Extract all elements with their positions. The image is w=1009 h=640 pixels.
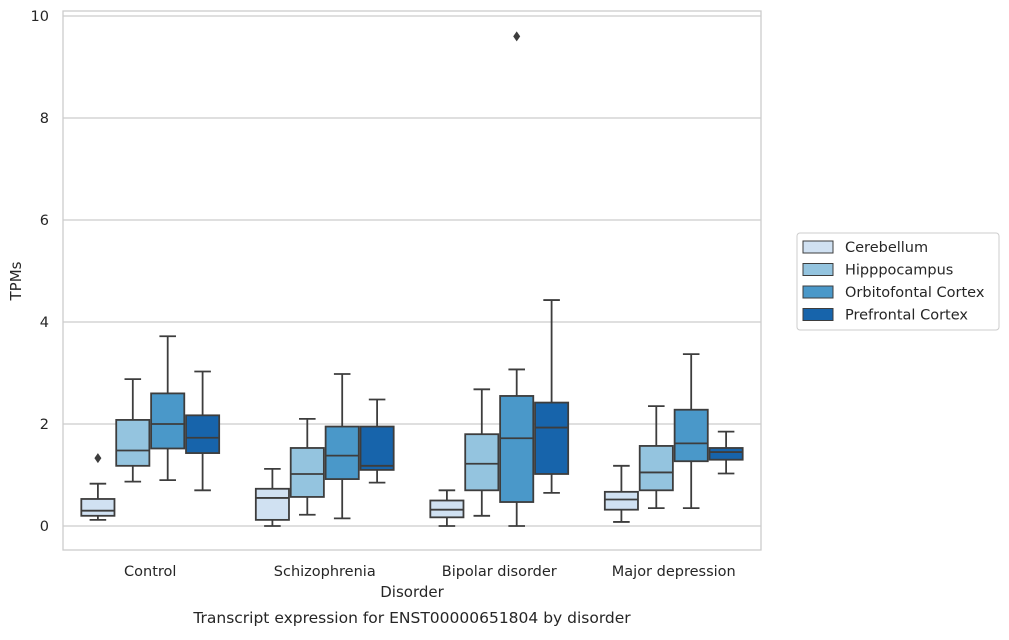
box-series xyxy=(80,31,744,527)
box xyxy=(289,447,325,498)
box xyxy=(534,401,570,475)
box-group xyxy=(464,388,500,517)
legend-items: Cerebellum Hipppocampus Orbitofontal Corte… xyxy=(802,240,985,324)
box-group xyxy=(359,398,395,484)
box-group xyxy=(185,370,221,492)
y-tick-labels: 0 2 4 6 8 10 xyxy=(31,9,49,535)
x-tick-label: Control xyxy=(124,564,176,580)
box xyxy=(150,392,186,450)
legend-label: Prefrontal Cortex xyxy=(845,308,968,324)
box-group xyxy=(673,353,709,510)
box-group xyxy=(708,430,744,475)
box xyxy=(638,445,674,492)
box xyxy=(80,498,116,517)
box-group xyxy=(499,31,535,527)
x-tick-label: Major depression xyxy=(612,564,736,580)
legend-swatch xyxy=(802,263,834,276)
legend: Cerebellum Hipppocampus Orbitofontal Corte… xyxy=(796,232,1000,331)
box-group xyxy=(254,467,290,527)
plot-frame xyxy=(62,10,762,551)
legend-item: Hipppocampus xyxy=(802,263,953,279)
series-group xyxy=(115,378,674,517)
box xyxy=(673,408,709,463)
series-group xyxy=(150,31,709,527)
box-group xyxy=(638,405,674,510)
box xyxy=(185,414,221,454)
legend-item: Prefrontal Cortex xyxy=(802,308,968,324)
legend-swatch xyxy=(802,240,834,254)
x-tick-label: Bipolar disorder xyxy=(442,564,557,580)
box-group xyxy=(150,335,186,482)
box xyxy=(254,487,290,521)
box xyxy=(603,490,639,511)
legend-item: Orbitofontal Cortex xyxy=(802,285,985,301)
box xyxy=(359,425,395,471)
legend-item: Cerebellum xyxy=(802,240,928,256)
box-group xyxy=(534,299,570,494)
legend-swatch xyxy=(802,285,834,299)
y-axis-label: TPMs xyxy=(7,261,25,301)
box-group xyxy=(429,489,465,527)
y-tick-label: 4 xyxy=(40,315,49,331)
legend-swatch xyxy=(802,308,834,321)
legend-label: Cerebellum xyxy=(845,240,928,256)
legend-label: Hipppocampus xyxy=(845,263,953,279)
box xyxy=(499,395,535,503)
x-tick-labels: Control Schizophrenia Bipolar disorder Majo… xyxy=(124,564,736,580)
legend-label: Orbitofontal Cortex xyxy=(845,285,985,301)
outlier-point xyxy=(513,31,521,42)
legend-frame xyxy=(796,232,1000,331)
series-group xyxy=(80,453,639,527)
x-tick-label: Schizophrenia xyxy=(274,564,376,580)
box-group xyxy=(80,453,116,521)
box-group xyxy=(289,417,325,516)
y-tick-label: 8 xyxy=(40,111,49,127)
y-tick-label: 0 xyxy=(40,519,49,535)
box xyxy=(115,419,151,467)
y-tick-label: 6 xyxy=(40,213,49,229)
x-axis-label: Disorder xyxy=(380,583,444,601)
series-group xyxy=(185,299,744,494)
box-group xyxy=(115,378,151,483)
box xyxy=(464,433,500,492)
box xyxy=(324,425,360,480)
y-tick-label: 10 xyxy=(31,9,49,25)
box xyxy=(708,447,744,461)
box-group xyxy=(324,373,360,520)
y-tick-label: 2 xyxy=(40,417,49,433)
outlier-point xyxy=(94,453,102,464)
box-group xyxy=(603,464,639,523)
chart-caption: Transcript expression for ENST0000065180… xyxy=(192,609,631,627)
